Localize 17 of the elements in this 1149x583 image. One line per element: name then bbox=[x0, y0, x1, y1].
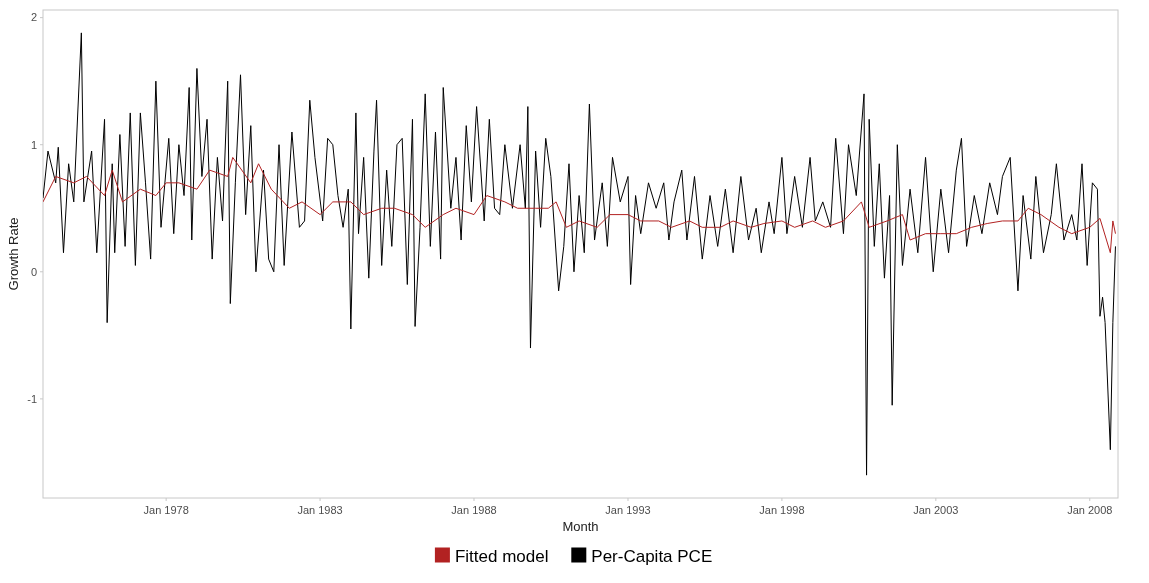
legend-label: Per-Capita PCE bbox=[591, 546, 713, 566]
x-tick-label: Jan 2003 bbox=[913, 504, 959, 516]
y-tick-label: -1 bbox=[27, 392, 37, 405]
x-tick-label: Jan 1998 bbox=[759, 504, 805, 516]
x-tick-label: Jan 1983 bbox=[297, 504, 343, 516]
y-tick-label: 1 bbox=[30, 138, 37, 151]
legend-label: Fitted model bbox=[454, 546, 549, 566]
x-tick-label: Jan 1978 bbox=[143, 504, 189, 516]
x-tick-label: Jan 2008 bbox=[1067, 504, 1113, 516]
y-tick-label: 0 bbox=[30, 265, 37, 278]
y-tick-label: 2 bbox=[30, 11, 37, 24]
x-tick-label: Jan 1988 bbox=[451, 504, 497, 516]
x-tick-label: Jan 1993 bbox=[605, 504, 651, 516]
y-axis-title: Growth Rate bbox=[6, 217, 21, 291]
x-axis-title: Month bbox=[562, 519, 599, 534]
line-series bbox=[43, 156, 1116, 254]
line-series bbox=[43, 32, 1116, 476]
